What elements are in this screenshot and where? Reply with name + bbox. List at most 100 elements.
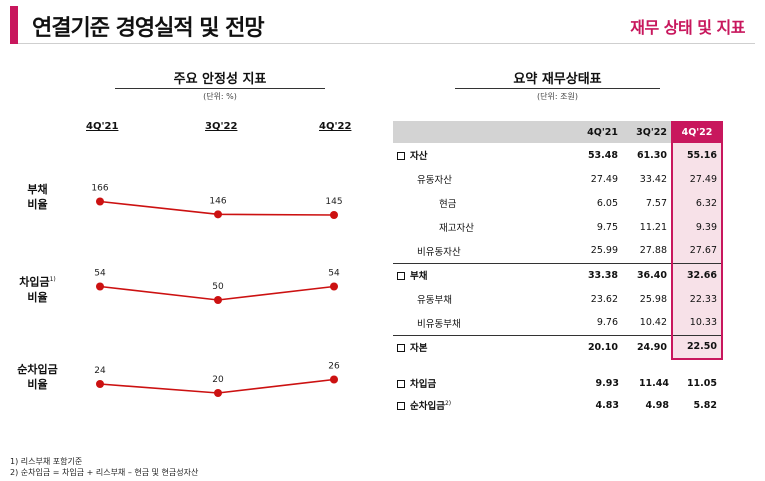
row-label-net-borrowing-ratio: 순차입금 비율 — [10, 362, 65, 392]
cell-value: 11.05 — [686, 377, 717, 389]
row-label: 비유동부채 — [393, 311, 572, 336]
page-title: 연결기준 경영실적 및 전망 — [32, 16, 265, 41]
left-section-title: 주요 안정성 지표 — [173, 72, 267, 87]
table-row-inventory: 재고자산 9.75 11.21 9.39 — [393, 215, 723, 239]
cell-value: 9.76 — [572, 311, 622, 336]
table-row-current-assets: 유동자산 27.49 33.42 27.49 — [393, 167, 723, 191]
row-label: 부채 — [393, 263, 572, 287]
cell-value-highlight: 22.33 — [671, 287, 723, 311]
cell-value: 25.98 — [639, 293, 667, 305]
period-header-3q22: 3Q'22 — [205, 121, 238, 132]
row-label-debt-ratio: 부채 비율 — [10, 182, 65, 212]
ratio-data-point — [330, 375, 338, 384]
label-text: 순차입금 — [410, 401, 445, 412]
footnote-2: 2) 순차입금 = 차입금 + 리스부채 – 현금 및 현금성자산 — [10, 468, 199, 477]
ratio-data-label: 166 — [91, 184, 108, 194]
ratio-data-point — [214, 210, 222, 219]
row-label-line1: 부채 — [27, 183, 48, 196]
cell-value-highlight: 55.16 — [671, 143, 723, 167]
cell-value: 4.83 — [595, 399, 619, 411]
cell-value: 9.75 — [596, 221, 618, 233]
footnote-marker: 1) — [49, 276, 56, 283]
cell-value: 11.21 — [639, 221, 667, 233]
right-section-unit: (단위: 조원) — [537, 92, 578, 101]
cell-value: 27.88 — [622, 239, 672, 264]
cell-value-highlight: 6.32 — [671, 191, 723, 215]
ratio-data-label: 54 — [328, 269, 340, 279]
title-bar: 연결기준 경영실적 및 전망 재무 상태 및 지표 — [10, 6, 755, 44]
left-section-unit: (단위: %) — [203, 92, 237, 101]
right-section-title: 요약 재무상태표 — [513, 72, 602, 87]
label-text: 자산 — [410, 151, 428, 162]
ratio-data-label: 26 — [328, 362, 340, 372]
ratio-data-point — [214, 296, 222, 304]
cell-value: 11.44 — [638, 377, 669, 389]
table-header-blank — [393, 121, 572, 143]
ratio-data-label: 50 — [212, 282, 224, 292]
ratio-data-point — [96, 197, 104, 206]
period-header-4q21: 4Q'21 — [86, 121, 119, 132]
checkbox-square-icon — [397, 380, 405, 388]
row-label: 차입금 — [393, 372, 573, 394]
cell-value: 4.98 — [645, 399, 669, 411]
cell-value: 61.30 — [636, 149, 667, 161]
footnote-1: 1) 리스부채 포함기준 — [10, 457, 83, 466]
cell-value: 23.62 — [590, 293, 618, 305]
ratio-data-point — [96, 282, 104, 291]
table-row-assets: 자산 53.48 61.30 55.16 — [393, 143, 723, 167]
cell-value: 10.42 — [622, 311, 672, 336]
ratio-data-point — [330, 211, 338, 219]
row-label: 유동부채 — [417, 295, 452, 306]
row-label: 재고자산 — [439, 223, 474, 234]
footnote-marker: 2) — [444, 399, 452, 407]
cell-value-highlight: 22.50 — [671, 335, 723, 360]
ratio-data-point — [214, 389, 222, 397]
label-text: 차입금 — [410, 379, 437, 390]
row-label-line1: 순차입금 — [17, 363, 58, 376]
cell-value: 53.48 — [587, 149, 618, 161]
row-label: 순차입금2) — [393, 394, 573, 416]
cell-value-highlight: 10.33 — [671, 311, 723, 336]
balance-sheet-table: 4Q'21 3Q'22 4Q'22 자산 53.48 61.30 55.16 유… — [393, 121, 723, 360]
row-label: 자산 — [393, 143, 572, 167]
cell-value: 33.38 — [587, 269, 618, 281]
right-section-divider — [455, 88, 660, 89]
left-section-divider — [115, 88, 325, 89]
row-label-borrowing-ratio: 차입금1) 비율 — [10, 272, 65, 305]
table-row-noncurrent-liabilities: 비유동부채 9.76 10.42 10.33 — [393, 311, 723, 336]
table-row-borrowings: 차입금 9.93 11.44 11.05 — [393, 372, 723, 394]
cell-value: 20.10 — [587, 341, 618, 353]
cell-value-highlight: 9.39 — [671, 215, 723, 239]
checkbox-square-icon — [397, 152, 405, 160]
table-row-current-liabilities: 유동부채 23.62 25.98 22.33 — [393, 287, 723, 311]
period-header-4q22: 4Q'22 — [319, 121, 352, 132]
checkbox-square-icon — [397, 272, 405, 281]
table-row-liabilities: 부채 33.38 36.40 32.66 — [393, 263, 723, 287]
row-label: 자본 — [393, 335, 572, 359]
cell-value-highlight: 27.49 — [671, 167, 723, 191]
row-label-line2: 비율 — [27, 290, 48, 304]
ratio-data-label: 146 — [209, 196, 226, 206]
table-header-4q22: 4Q'22 — [671, 121, 723, 143]
cell-value: 25.99 — [572, 239, 622, 264]
table-row-noncurrent-assets: 비유동자산 25.99 27.88 27.67 — [393, 239, 723, 264]
row-label: 비유동자산 — [393, 239, 572, 264]
cell-value: 6.05 — [596, 197, 618, 209]
table-header-3q22: 3Q'22 — [622, 121, 672, 143]
cell-value: 27.49 — [590, 173, 618, 185]
table-header-row: 4Q'21 3Q'22 4Q'22 — [393, 121, 723, 143]
ratio-data-point — [96, 380, 104, 388]
cell-value: 33.42 — [639, 173, 667, 185]
section-title: 재무 상태 및 지표 — [630, 18, 745, 37]
cell-value-highlight: 32.66 — [671, 263, 723, 287]
cell-value: 24.90 — [636, 341, 667, 353]
label-text: 자본 — [410, 343, 428, 355]
cell-value: 9.93 — [595, 377, 619, 389]
cell-value: 36.40 — [636, 269, 667, 281]
row-label-line1: 차입금 — [19, 275, 50, 289]
ratio-data-label: 24 — [94, 366, 106, 376]
row-label: 현금 — [439, 199, 457, 210]
row-label-line2: 비율 — [27, 198, 48, 211]
cell-value-highlight: 27.67 — [671, 239, 723, 264]
cell-value: 5.82 — [693, 399, 717, 411]
